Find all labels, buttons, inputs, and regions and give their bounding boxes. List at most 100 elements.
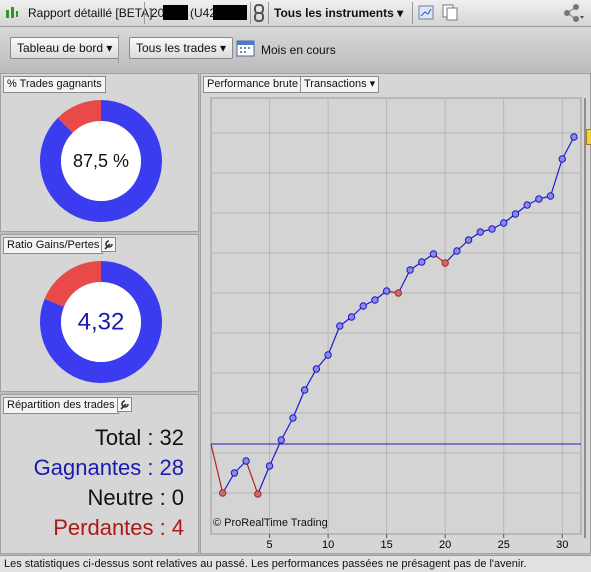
x-tick-label: 15 (381, 539, 393, 551)
donut-chart: 87,5 % (39, 100, 162, 222)
app-icon (6, 7, 18, 18)
donut-chart: 4,32 (40, 261, 162, 383)
chart-icon[interactable] (418, 5, 434, 20)
row-value: 28 (159, 455, 184, 480)
calendar-icon[interactable] (236, 39, 256, 59)
point-marker (418, 258, 426, 266)
line-segment (210, 443, 224, 494)
point-marker (570, 133, 578, 141)
row-label: Total : (94, 425, 154, 450)
line-segment (304, 368, 317, 391)
redaction (163, 5, 188, 20)
separator (250, 2, 251, 24)
point-marker (558, 155, 566, 163)
point-marker (371, 296, 379, 304)
point-marker (382, 287, 391, 295)
point-marker (500, 219, 508, 227)
center-label: 87,5 % (73, 151, 129, 171)
x-tick-label: 20 (439, 539, 451, 551)
point-marker (289, 414, 297, 422)
line-segment (549, 158, 563, 197)
trades-button[interactable]: Tous les trades ▾ (129, 37, 234, 59)
link-icon[interactable] (254, 4, 264, 22)
donut-slice (44, 261, 101, 307)
point-marker (488, 225, 496, 233)
point-marker (254, 490, 262, 498)
instrument-selector[interactable]: Tous les instruments ▾ (274, 6, 404, 20)
donut-hole (61, 282, 141, 362)
period-label[interactable]: Mois en cours (261, 43, 336, 57)
point-marker (324, 351, 332, 359)
point-marker (265, 462, 274, 470)
x-tick-label: 30 (556, 539, 568, 551)
donut-slice (39, 100, 162, 222)
point-marker (359, 302, 367, 310)
separator (268, 2, 269, 24)
row-value: 0 (171, 485, 184, 510)
donut-hole (61, 121, 141, 201)
point-marker (230, 469, 239, 477)
panel-title: Ratio Gains/Pertes (3, 237, 104, 254)
point-marker (277, 436, 285, 444)
view-label: Transactions (304, 78, 367, 90)
point-marker (347, 313, 356, 321)
line-segment (222, 472, 235, 494)
dashboard-button[interactable]: Tableau de bord ▾ (10, 37, 120, 59)
line-segment (327, 325, 341, 356)
x-tick-label: 10 (322, 539, 334, 551)
point-marker (464, 236, 473, 244)
x-tick-label: 25 (498, 539, 510, 551)
row-label: Neutre : (87, 485, 166, 510)
center-label: 4,32 (78, 308, 125, 335)
point-marker (406, 266, 414, 274)
point-marker (476, 228, 485, 236)
copy-icon[interactable] (442, 4, 458, 21)
donut-slice (57, 100, 101, 133)
line-segment (257, 465, 271, 495)
panel-title: Répartition des trades (3, 397, 119, 414)
separator (144, 2, 145, 24)
breakdown-panel: Répartition des trades Total :32 Gagnante… (0, 394, 199, 554)
panel-title: % Trades gagnants (3, 76, 106, 93)
account: 20 (151, 6, 165, 20)
breakdown-row: Neutre :0 (87, 485, 184, 511)
separator (118, 35, 119, 63)
point-marker (523, 201, 531, 209)
win-rate-panel: % Trades gagnants 87,5 % (0, 73, 199, 232)
row-value: 4 (171, 515, 184, 540)
performance-panel: Performance brute Transactions ▾ 5 10 15 20… (200, 73, 591, 554)
line-segment (280, 417, 294, 441)
point-marker (511, 210, 520, 218)
account-id: (U42 (190, 6, 217, 20)
share-icon[interactable] (563, 4, 585, 22)
line-segment (268, 439, 282, 467)
settings-icon[interactable] (117, 397, 132, 412)
line-segment (397, 269, 411, 294)
view-selector[interactable]: Transactions ▾ (300, 76, 380, 93)
dashboard-label: Tableau de bord (17, 41, 104, 55)
redaction (213, 5, 247, 20)
price-tag (586, 129, 591, 145)
breakdown-row: Gagnantes :28 (34, 455, 184, 481)
row-label: Gagnantes : (33, 455, 154, 480)
instrument-label: Tous les instruments (274, 6, 394, 20)
top-toolbar: Rapport détaillé [BETA] 20 (U42 Tous les… (0, 0, 591, 27)
line-segment (561, 136, 575, 160)
plot-area (210, 97, 582, 535)
x-tick-label: 5 (266, 539, 272, 551)
panel-title: Performance brute (203, 76, 303, 93)
row-label: Perdantes : (53, 515, 166, 540)
ratio-panel: Ratio Gains/Pertes 4,32 (0, 234, 199, 392)
settings-icon[interactable] (101, 237, 116, 252)
point-marker (394, 289, 403, 297)
point-marker (546, 192, 555, 200)
point-marker (312, 365, 321, 373)
breakdown-row: Total :32 (95, 425, 184, 451)
breakdown-row: Perdantes :4 (53, 515, 184, 541)
donut-slice (40, 261, 162, 383)
trades-label: Tous les trades (136, 41, 217, 55)
line-segment (245, 460, 259, 495)
point-marker (219, 489, 227, 497)
watermark: © ProRealTime Trading (213, 517, 328, 529)
